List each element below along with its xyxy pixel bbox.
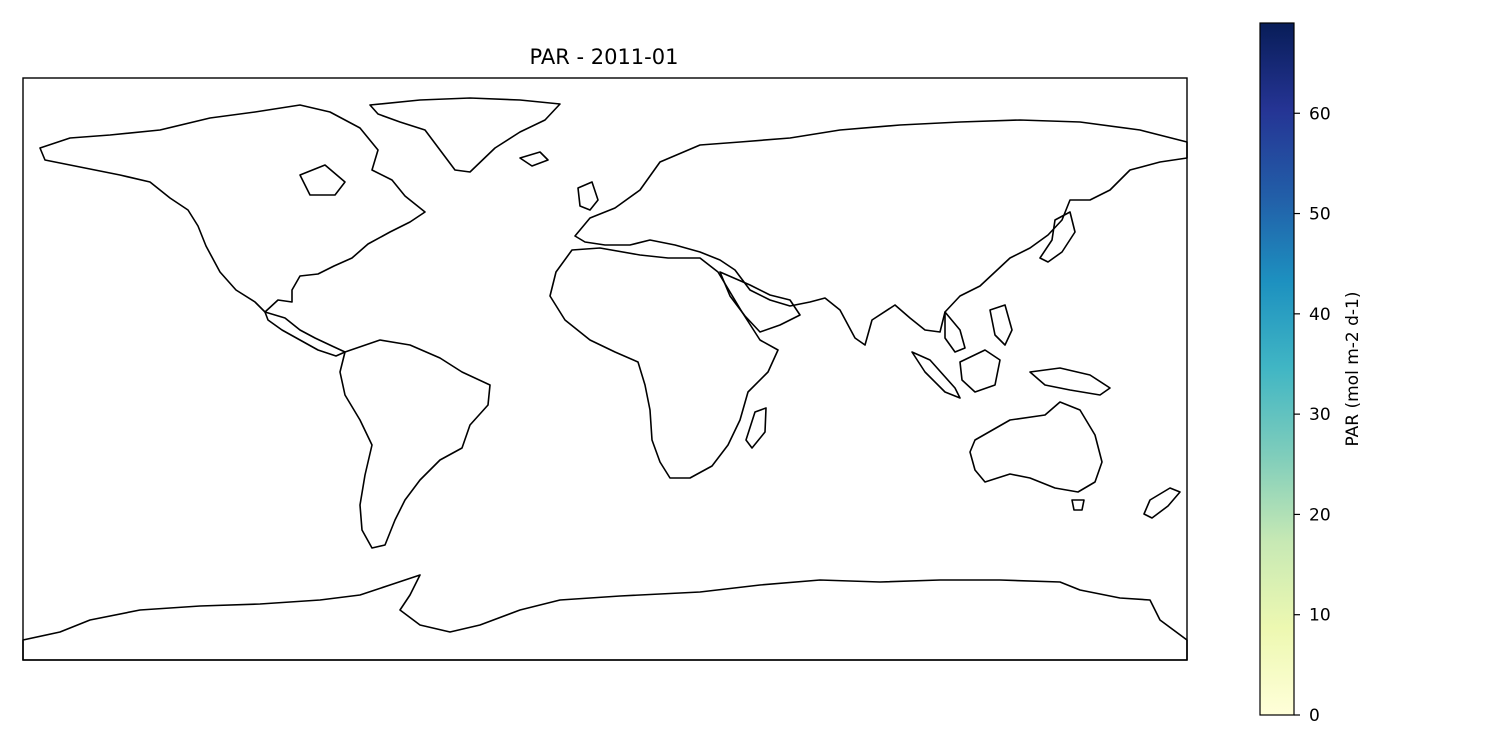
colorbar-tick-label: 0: [1309, 706, 1320, 726]
coastline-new-zealand: [1143, 487, 1181, 519]
coastline-tasmania: [1071, 499, 1085, 511]
colorbar-gradient: [1259, 22, 1295, 716]
coastline-eurasia: [574, 119, 1188, 346]
map-axes-background: [23, 78, 1187, 660]
coastline-madagascar: [745, 407, 767, 449]
colorbar-tick-label: 20: [1309, 505, 1331, 525]
coastline-sumatra: [911, 351, 961, 399]
coastline-north-america: [39, 104, 426, 313]
colorbar-ticks: 0 10 20 30 40 50 60: [1294, 104, 1331, 726]
coastline-se-asia-peninsula: [944, 311, 966, 353]
coastline-greenland: [369, 97, 561, 173]
colorbar-tick-label: 40: [1309, 305, 1331, 325]
colorbar-tick-label: 30: [1309, 405, 1331, 425]
coastline-hudson-gap: [299, 164, 346, 196]
map-axes-frame: [22, 77, 1188, 661]
coastline-philippines: [989, 304, 1013, 346]
coastline-arabia: [719, 271, 801, 333]
coastline-borneo: [959, 349, 1001, 393]
coastline-iceland: [519, 151, 549, 167]
coastline-new-guinea: [1029, 367, 1111, 396]
colorbar-label: PAR (mol m-2 d-1): [1343, 291, 1363, 446]
coastlines: [22, 97, 1188, 661]
colorbar-tick-label: 10: [1309, 606, 1331, 626]
colorbar-tick-label: 60: [1309, 104, 1331, 124]
colorbar: 0 10 20 30 40 50 60 PAR (mol m-2 d-1): [1259, 22, 1363, 726]
coastline-south-america: [339, 339, 491, 549]
coastline-central-america: [264, 311, 346, 357]
map-title: PAR - 2011-01: [530, 45, 679, 69]
coastline-antarctica: [22, 574, 1188, 661]
colorbar-tick-label: 50: [1309, 205, 1331, 225]
coastline-africa: [549, 247, 779, 479]
coastline-australia: [969, 401, 1103, 493]
coastline-uk: [577, 181, 599, 211]
coastline-japan: [1039, 211, 1076, 263]
